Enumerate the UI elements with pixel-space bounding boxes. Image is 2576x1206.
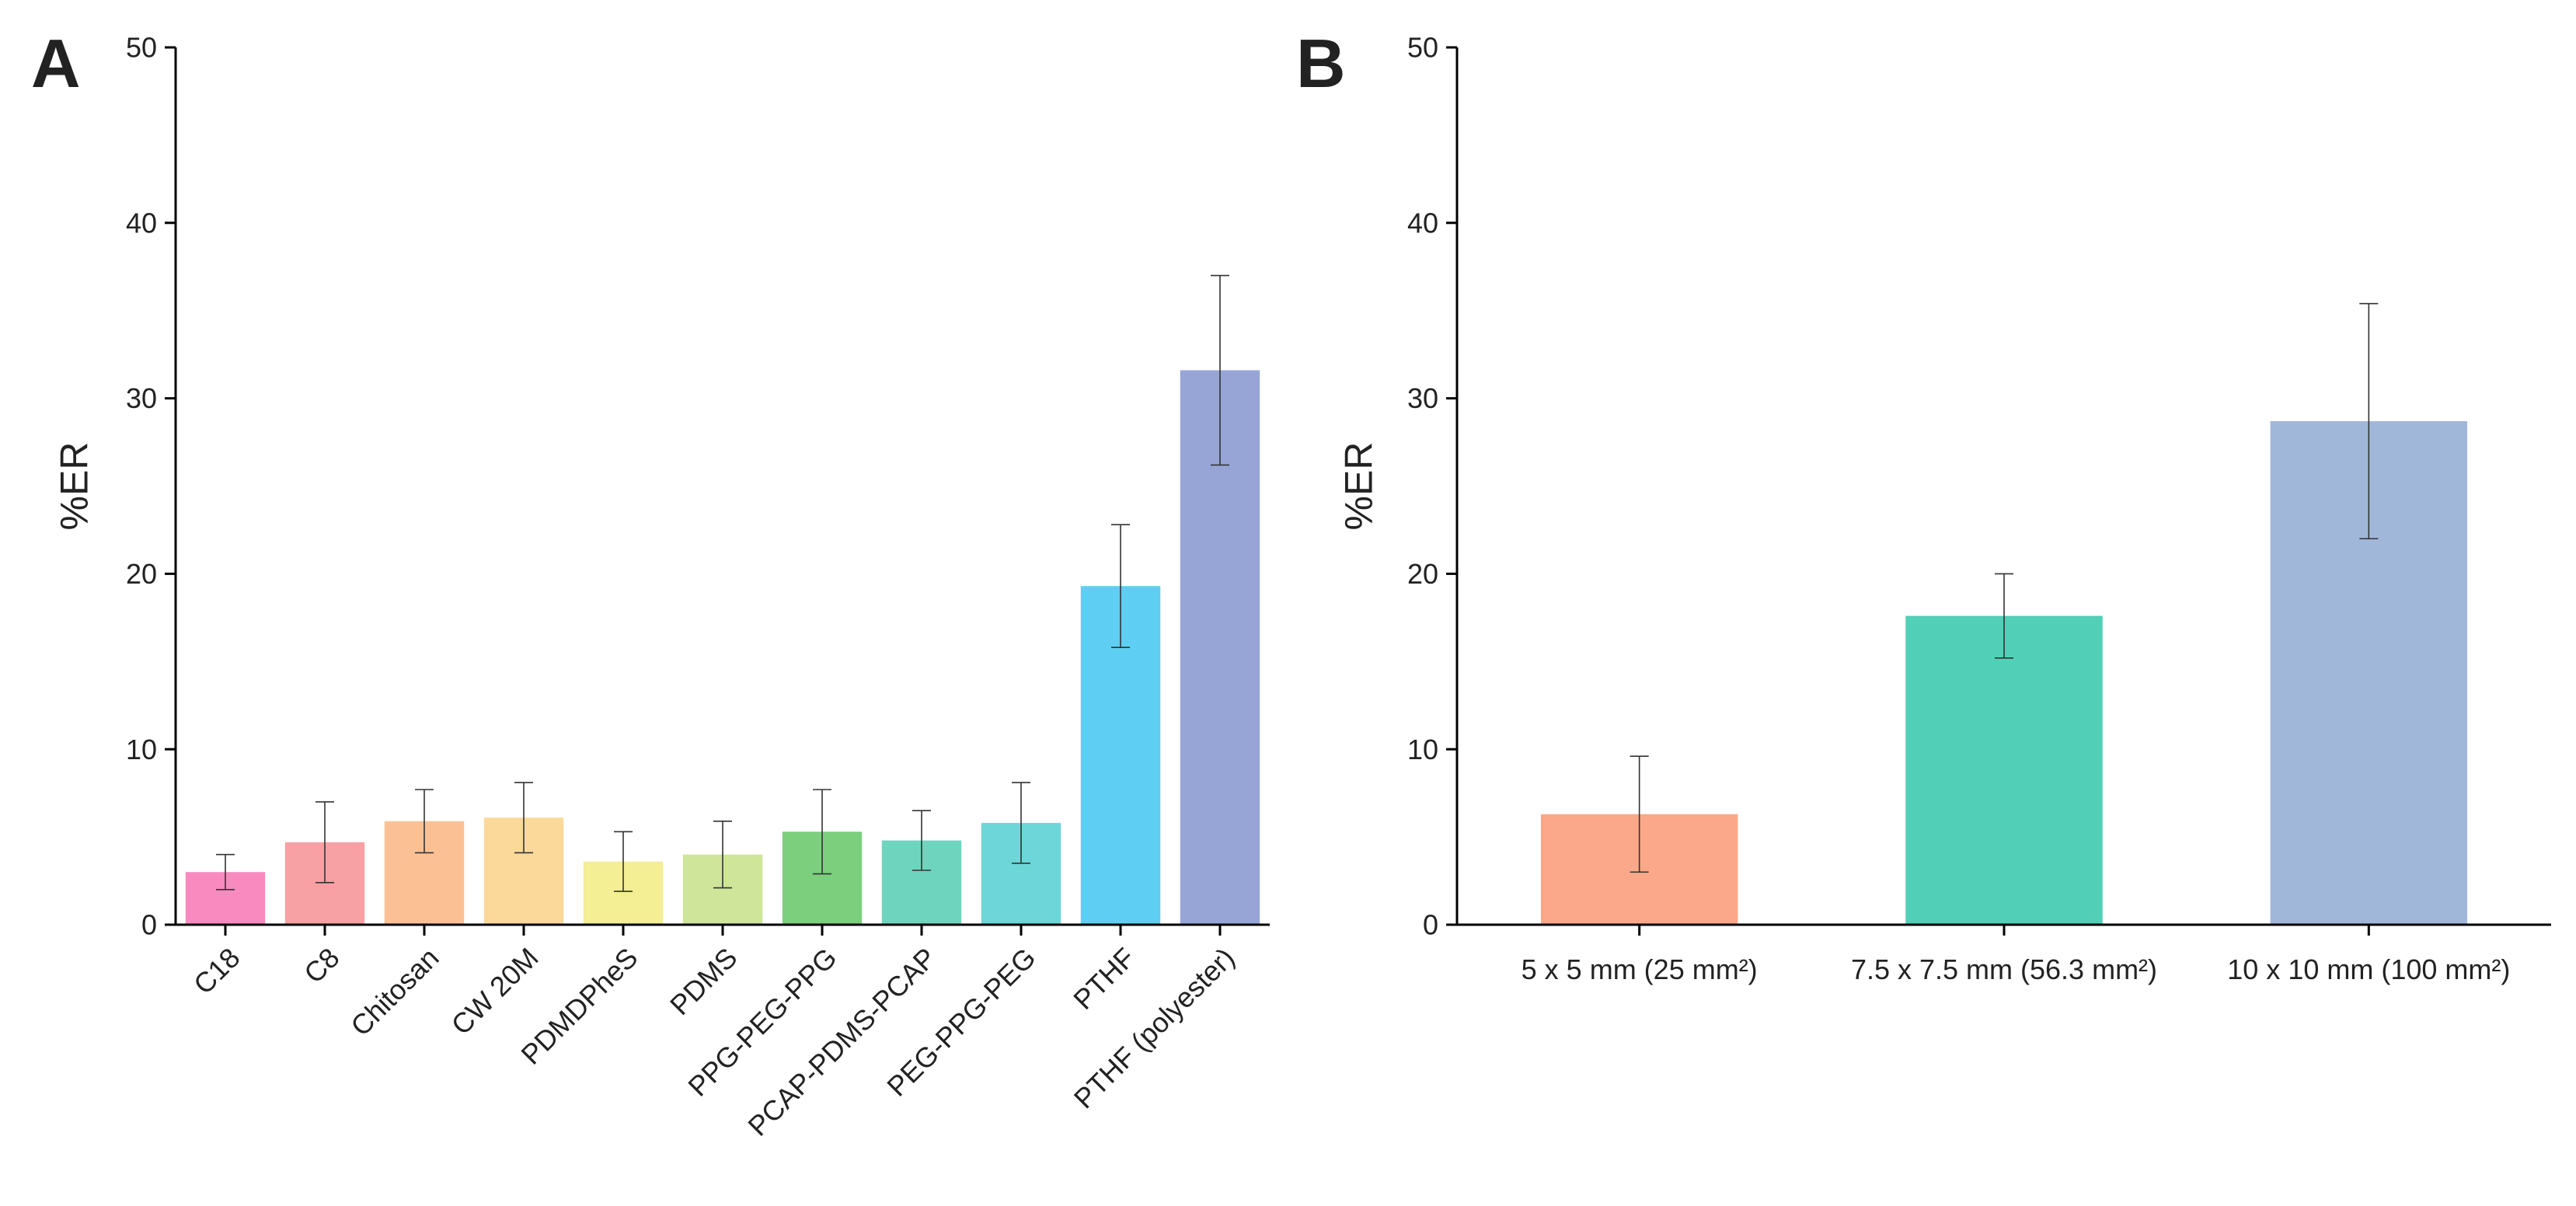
error-bar bbox=[1995, 573, 2013, 659]
y-tick-label: 0 bbox=[141, 909, 157, 941]
y-tick-label: 30 bbox=[126, 382, 157, 414]
error-bar bbox=[315, 801, 334, 884]
error-bar bbox=[415, 789, 434, 854]
error-bar bbox=[912, 810, 931, 871]
bar bbox=[1905, 615, 2103, 925]
error-bar bbox=[514, 782, 533, 854]
error-bar bbox=[713, 820, 732, 889]
error-bar bbox=[1012, 782, 1030, 864]
panel-label: B bbox=[1296, 25, 1346, 102]
x-tick-label: C18 bbox=[187, 942, 246, 1001]
y-tick-label: 40 bbox=[1407, 207, 1438, 239]
error-bar bbox=[1211, 274, 1229, 466]
y-tick-label: 10 bbox=[1407, 734, 1438, 765]
panel-label: A bbox=[31, 25, 81, 102]
error-bar bbox=[1630, 755, 1649, 873]
error-bar bbox=[2359, 302, 2379, 540]
y-tick-label: 20 bbox=[1407, 558, 1438, 590]
y-tick-label: 40 bbox=[126, 207, 157, 239]
error-bar bbox=[1111, 524, 1130, 649]
y-tick-label: 20 bbox=[126, 558, 157, 590]
error-bar bbox=[216, 853, 235, 891]
y-tick-label: 50 bbox=[1407, 32, 1438, 64]
x-tick-label: 10 x 10 mm (100 mm²) bbox=[2227, 953, 2510, 985]
x-tick-label: PCAP-PDMS-PCAP bbox=[741, 942, 942, 1142]
x-tick-label: PDMS bbox=[664, 942, 744, 1022]
x-tick-label: CW 20M bbox=[445, 942, 545, 1041]
x-tick-label: PTHF bbox=[1067, 942, 1141, 1016]
error-bar bbox=[813, 789, 831, 875]
x-tick-label: C8 bbox=[298, 942, 346, 990]
error-bar bbox=[614, 831, 633, 892]
y-axis-title: %ER bbox=[1337, 442, 1381, 531]
y-tick-label: 30 bbox=[1407, 382, 1438, 414]
x-tick-label: 5 x 5 mm (25 mm²) bbox=[1522, 953, 1758, 985]
y-axis-title: %ER bbox=[53, 442, 96, 531]
y-tick-label: 10 bbox=[126, 734, 157, 765]
x-tick-label: 7.5 x 7.5 mm (56.3 mm²) bbox=[1851, 953, 2157, 985]
y-tick-label: 0 bbox=[1423, 909, 1438, 941]
x-tick-label: Chitosan bbox=[344, 942, 444, 1042]
y-tick-label: 50 bbox=[126, 32, 157, 64]
